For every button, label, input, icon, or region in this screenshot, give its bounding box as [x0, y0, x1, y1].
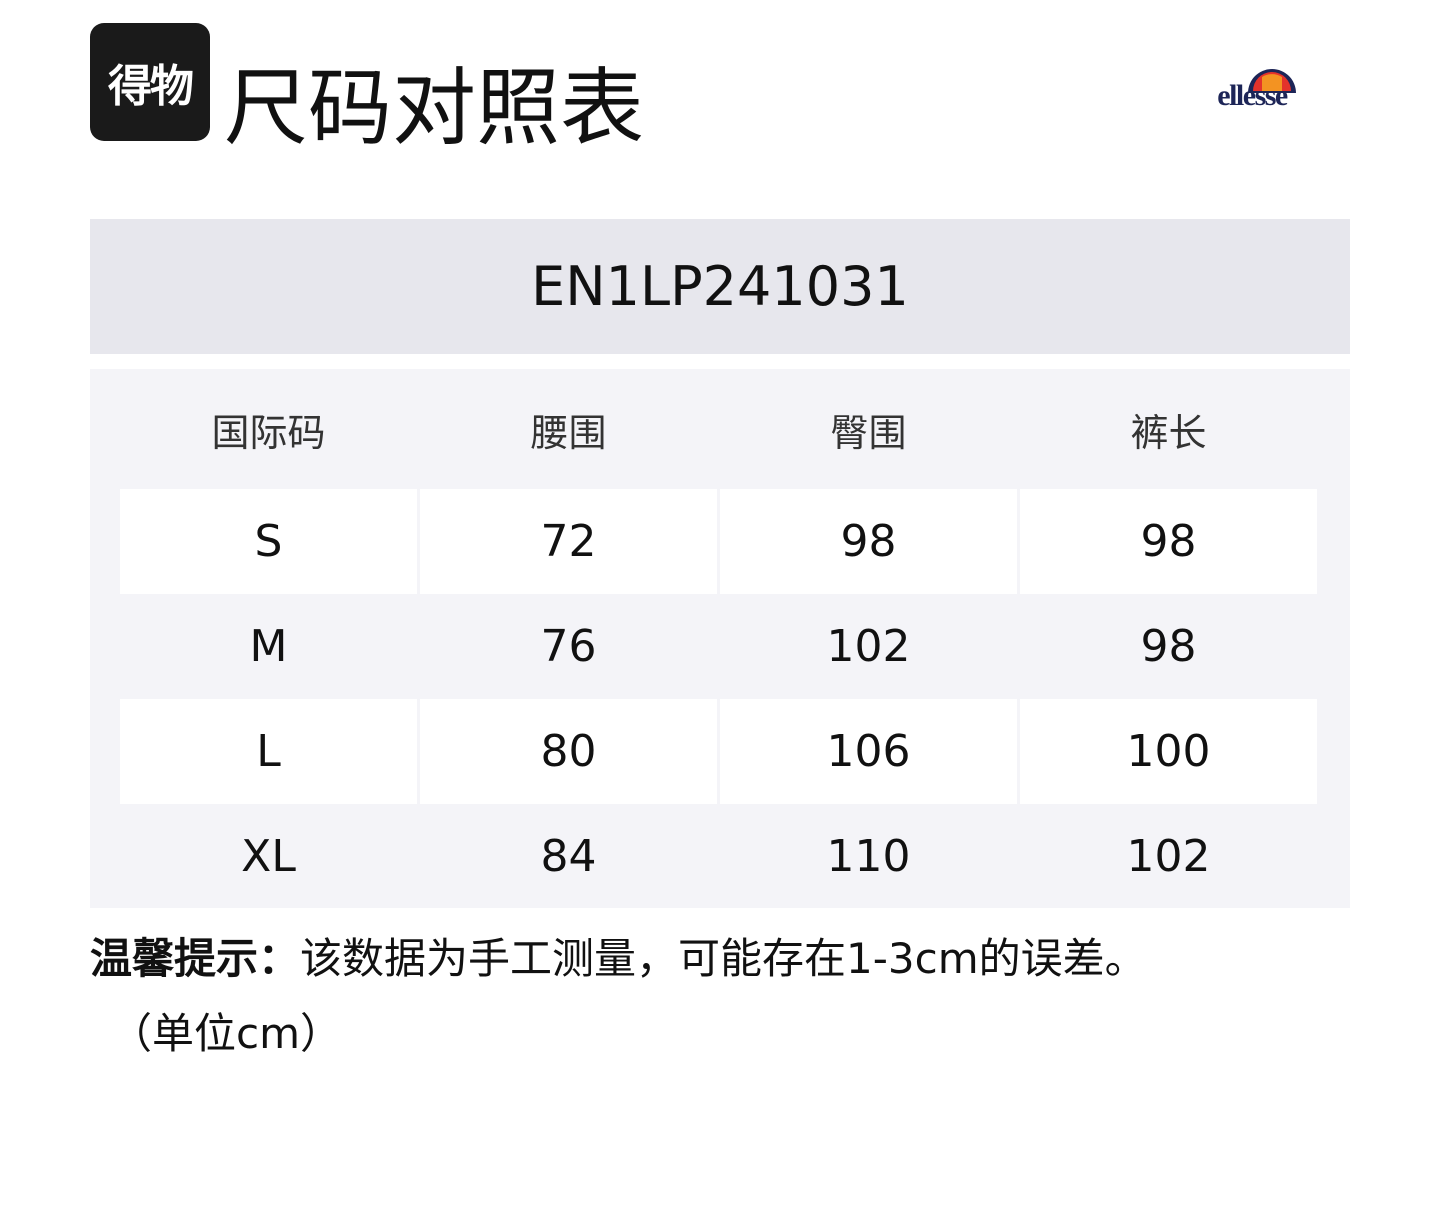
- svg-text:ellesse: ellesse: [1217, 79, 1288, 110]
- app-logo-text: 得物: [108, 61, 194, 112]
- app-logo: 得物: [90, 23, 210, 141]
- cell-waist: 76: [540, 621, 597, 672]
- cell-size: L: [120, 699, 417, 804]
- note-label: 温馨提示：: [90, 934, 301, 983]
- cell-length: 98: [1020, 489, 1317, 594]
- cell-hip: 106: [720, 699, 1017, 804]
- table-row: S 72 98 98: [120, 489, 1317, 594]
- note-text: 该数据为手工测量，可能存在1-3cm的误差。: [300, 934, 1147, 983]
- cell-waist: 72: [420, 489, 717, 594]
- product-code: EN1LP241031: [90, 219, 1350, 354]
- column-header-hip: 臀围: [830, 410, 907, 455]
- cell-length: 98: [1140, 621, 1197, 672]
- cell-waist: 80: [420, 699, 717, 804]
- cell-size: S: [120, 489, 417, 594]
- cell-hip: 98: [720, 489, 1017, 594]
- table-row: XL 84 110 102: [120, 804, 1317, 909]
- size-table: 国际码 腰围 臀围 裤长 S 72 98 98 M 76 102 98 L 80…: [90, 369, 1350, 908]
- unit-note: （单位cm）: [110, 1009, 343, 1058]
- page-title: 尺码对照表: [224, 59, 645, 157]
- cell-size: M: [249, 621, 288, 672]
- table-row: L 80 106 100: [120, 699, 1317, 804]
- column-header-size: 国际码: [211, 410, 326, 455]
- table-row: M 76 102 98: [120, 594, 1317, 699]
- cell-waist: 84: [540, 831, 597, 882]
- cell-length: 102: [1126, 831, 1211, 882]
- cell-length: 100: [1020, 699, 1317, 804]
- cell-hip: 110: [826, 831, 911, 882]
- column-header-length: 裤长: [1130, 410, 1207, 455]
- column-header-waist: 腰围: [530, 410, 607, 455]
- cell-hip: 102: [826, 621, 911, 672]
- brand-logo: ellesse: [1190, 55, 1315, 112]
- cell-size: XL: [241, 831, 296, 882]
- measurement-note: 温馨提示：该数据为手工测量，可能存在1-3cm的误差。: [90, 930, 1147, 988]
